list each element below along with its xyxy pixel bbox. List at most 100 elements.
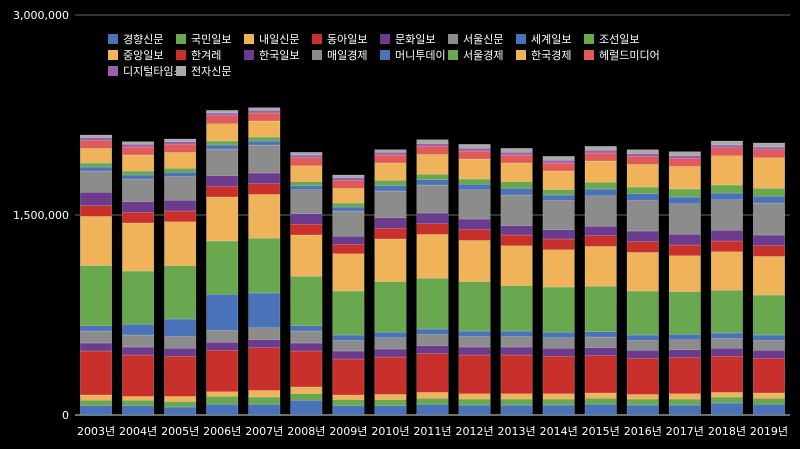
bar-segment bbox=[416, 139, 449, 144]
bar-segment bbox=[206, 115, 239, 124]
bar-segment bbox=[458, 336, 491, 348]
bar-segment bbox=[248, 120, 281, 138]
bar-segment bbox=[164, 221, 197, 266]
bar-segment bbox=[374, 154, 407, 164]
bar-segment bbox=[626, 186, 659, 194]
bar-segment bbox=[290, 181, 323, 186]
bar-segment bbox=[752, 157, 785, 189]
bar-segment bbox=[164, 348, 197, 357]
y-tick-label: 3,000,000 bbox=[13, 9, 69, 22]
bar-segment bbox=[458, 178, 491, 185]
bar-segment bbox=[584, 392, 617, 399]
bar-segment bbox=[290, 342, 323, 352]
legend-item: 조선일보 bbox=[584, 32, 639, 46]
bar-segment bbox=[248, 172, 281, 184]
legend-swatch bbox=[448, 34, 458, 44]
bar-segment bbox=[458, 281, 491, 332]
bar-segment bbox=[248, 396, 281, 405]
bar-segment bbox=[206, 391, 239, 397]
legend-item: 서울경제 bbox=[448, 49, 503, 62]
bar-segment bbox=[542, 332, 575, 338]
bar-segment bbox=[500, 225, 533, 236]
bar-segment bbox=[542, 194, 575, 201]
bar-segment bbox=[290, 234, 323, 277]
bar-segment bbox=[332, 210, 365, 237]
bar-segment bbox=[164, 152, 197, 169]
bar-segment bbox=[668, 334, 701, 340]
bar-stack bbox=[710, 140, 743, 416]
bar-segment bbox=[584, 152, 617, 162]
bar-segment bbox=[584, 331, 617, 338]
bar-segment bbox=[122, 178, 155, 202]
bar-segment bbox=[416, 146, 449, 155]
y-axis: 0 1,500,000 3,000,000 bbox=[13, 9, 69, 422]
bar-segment bbox=[416, 398, 449, 405]
x-axis: 2003년 2004년 2005년 2006년 2007년 2008년 2009년 2010년… bbox=[77, 425, 788, 438]
bar-segment bbox=[290, 157, 323, 166]
bar-segment bbox=[80, 325, 113, 332]
bar-segment bbox=[668, 234, 701, 246]
legend-swatch bbox=[312, 50, 322, 60]
bar-segment bbox=[500, 336, 533, 348]
bar-segment bbox=[626, 398, 659, 406]
x-tick-label: 2016년 bbox=[624, 425, 662, 438]
bar-segment bbox=[668, 188, 701, 198]
bar-segment bbox=[206, 144, 239, 150]
bar-segment bbox=[626, 340, 659, 351]
legend-swatch bbox=[584, 50, 594, 60]
legend-item: 문화일보 bbox=[380, 32, 435, 46]
bar-segment bbox=[374, 217, 407, 229]
bar-segment bbox=[374, 162, 407, 181]
bar-segment bbox=[332, 350, 365, 360]
bar-segment bbox=[374, 399, 407, 406]
bar-segment bbox=[416, 174, 449, 180]
bar-segment bbox=[80, 265, 113, 326]
legend-label: 헤럴드미디어 bbox=[599, 49, 660, 62]
bar-segment bbox=[584, 336, 617, 348]
bar-segment bbox=[500, 330, 533, 337]
legend-swatch bbox=[176, 66, 186, 76]
bar-segment bbox=[584, 355, 617, 394]
legend-item: 매일경제 bbox=[312, 48, 367, 62]
bar-segment bbox=[332, 334, 365, 341]
bar-segment bbox=[248, 107, 281, 111]
bar-segment bbox=[122, 222, 155, 272]
bar-segment bbox=[668, 357, 701, 394]
bar-segment bbox=[710, 140, 743, 146]
bar-segment bbox=[122, 324, 155, 336]
bar-segment bbox=[416, 179, 449, 186]
bar-segment bbox=[752, 398, 785, 405]
bar-segment bbox=[416, 234, 449, 279]
bar-segment bbox=[500, 354, 533, 394]
bar-segment bbox=[668, 196, 701, 204]
bar-segment bbox=[752, 245, 785, 257]
bar-segment bbox=[122, 174, 155, 180]
bar-segment bbox=[164, 141, 197, 145]
bar-segment bbox=[248, 136, 281, 142]
bar-segment bbox=[752, 404, 785, 416]
bar-segment bbox=[458, 150, 491, 160]
bar-segment bbox=[416, 392, 449, 399]
bar-stack bbox=[332, 174, 365, 416]
bar-segment bbox=[710, 147, 743, 156]
bar-segment bbox=[500, 154, 533, 164]
x-tick-label: 2010년 bbox=[371, 425, 409, 438]
bar-segment bbox=[122, 334, 155, 348]
bar-segment bbox=[164, 144, 197, 153]
bar-segment bbox=[164, 176, 197, 201]
bar-segment bbox=[290, 400, 323, 416]
bar-segment bbox=[332, 188, 365, 204]
bar-segment bbox=[458, 189, 491, 220]
bar-segment bbox=[206, 196, 239, 242]
legend-item: 한국일보 bbox=[244, 48, 299, 62]
bar-stack bbox=[206, 110, 239, 416]
bar-segment bbox=[80, 166, 113, 172]
bar-segment bbox=[668, 349, 701, 358]
bar-stack bbox=[374, 149, 407, 416]
bar-stack bbox=[542, 156, 575, 416]
bar-stack bbox=[416, 139, 449, 416]
bar-stack bbox=[626, 149, 659, 416]
bar-segment bbox=[80, 192, 113, 206]
bar-segment bbox=[626, 334, 659, 341]
